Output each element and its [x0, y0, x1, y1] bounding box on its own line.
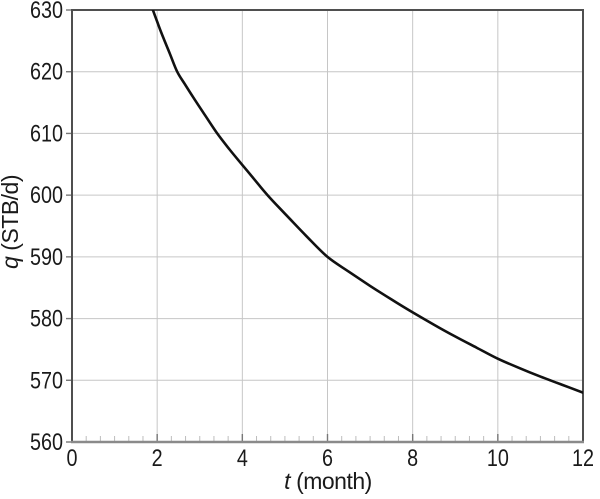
y-tick-label: 590	[30, 244, 63, 271]
y-axis-unit: (STB/d)	[0, 175, 23, 251]
gridlines	[72, 10, 583, 442]
y-tick-label: 620	[30, 59, 63, 86]
x-axis-unit: (month)	[296, 468, 372, 494]
x-tick-label: 4	[237, 445, 248, 472]
x-tick-label: 0	[67, 445, 78, 472]
y-tick-label: 570	[30, 367, 63, 394]
y-tick-label: 610	[30, 120, 63, 147]
y-axis-variable: q	[0, 256, 23, 269]
x-tick-label: 12	[572, 445, 594, 472]
y-tick-label: 560	[30, 429, 63, 456]
x-axis-title: t (month)	[284, 468, 372, 494]
x-tick-label: 8	[407, 445, 418, 472]
y-tick-labels: 560 570 580 590 600 610 620 630	[30, 0, 63, 456]
decline-curve	[151, 10, 583, 394]
plot-area	[151, 10, 583, 394]
x-axis-variable: t	[284, 468, 292, 494]
y-tick-label: 580	[30, 306, 63, 333]
y-axis-title: q (STB/d)	[0, 175, 23, 269]
axis-ticks	[66, 9, 499, 443]
x-tick-label: 2	[152, 445, 163, 472]
y-tick-label: 600	[30, 182, 63, 209]
x-minor-ticks	[85, 436, 570, 441]
x-tick-label: 6	[322, 445, 333, 472]
x-tick-labels: 0 2 4 6 8 10 12	[67, 445, 595, 472]
y-tick-label: 630	[30, 0, 63, 24]
x-tick-label: 10	[487, 445, 509, 472]
